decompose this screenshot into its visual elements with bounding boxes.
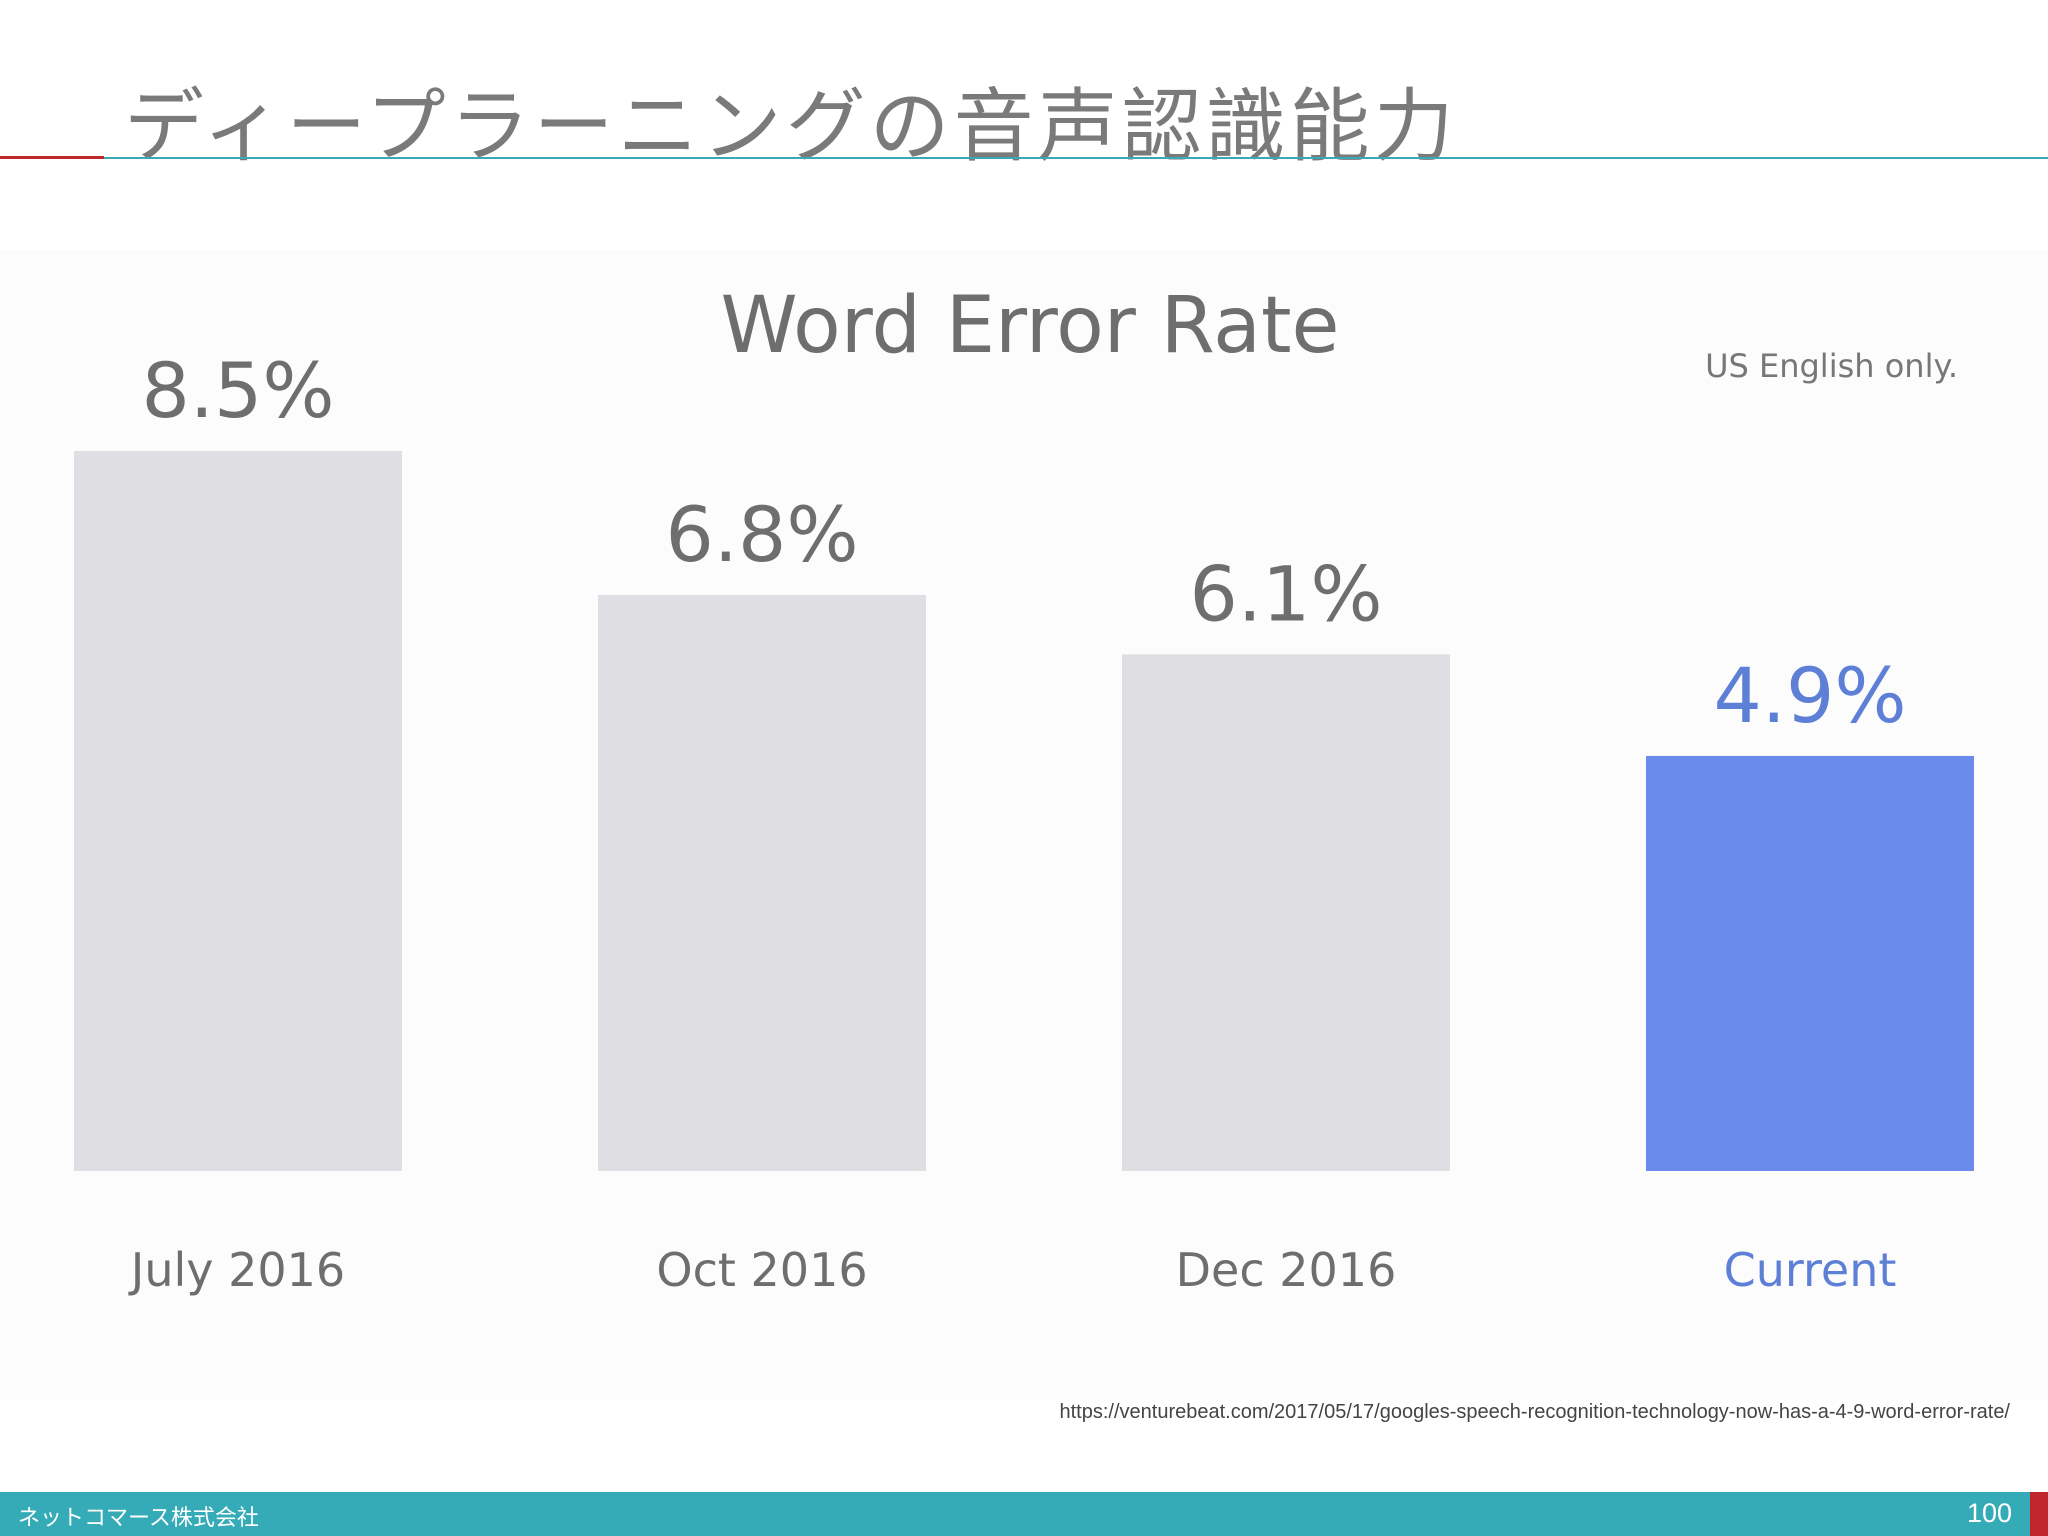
source-url: https://venturebeat.com/2017/05/17/googl… [1059,1401,2010,1423]
bar-value-label: 4.9% [1713,651,1906,740]
chart-title: Word Error Rate [720,281,1339,371]
category-label: Dec 2016 [1176,1243,1397,1297]
bar-group: 8.5% July 2016 6.8% Oct 2016 6.1% Dec 2016 4.9… [74,346,1974,1297]
title-rule-accent [0,156,104,159]
slide-title: ディープラーニングの音声認識能力 [124,80,1458,173]
page-number: 100 [1966,1498,2012,1528]
bar-value-label: 6.1% [1189,549,1382,638]
title-rule [104,157,2048,159]
bar-dec-2016 [1122,654,1450,1171]
category-label: July 2016 [128,1243,345,1297]
bar-current [1646,755,1974,1171]
word-error-rate-chart: Word Error Rate US English only. 8.5% Jul… [74,281,1974,1297]
footer-bar [0,1492,2030,1536]
chart-note: US English only. [1705,347,1958,385]
bar-value-label: 6.8% [665,490,858,579]
category-label: Current [1724,1243,1897,1297]
bar-oct-2016 [598,595,926,1171]
footer-accent [2030,1492,2048,1536]
category-label: Oct 2016 [656,1243,867,1297]
company-name: ネットコマース株式会社 [18,1506,259,1531]
bar-value-label: 8.5% [141,346,334,435]
bar-july-2016 [74,451,402,1171]
